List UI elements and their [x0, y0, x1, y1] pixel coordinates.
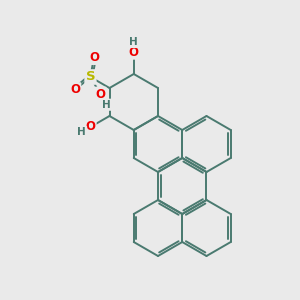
Text: O: O [85, 121, 95, 134]
Text: O: O [95, 88, 106, 101]
Text: O: O [70, 83, 80, 96]
Text: H: H [129, 37, 138, 47]
Text: O: O [129, 46, 139, 59]
Text: O: O [89, 51, 99, 64]
Text: S: S [85, 70, 95, 83]
Text: H: H [102, 100, 111, 110]
Text: H: H [77, 127, 86, 137]
